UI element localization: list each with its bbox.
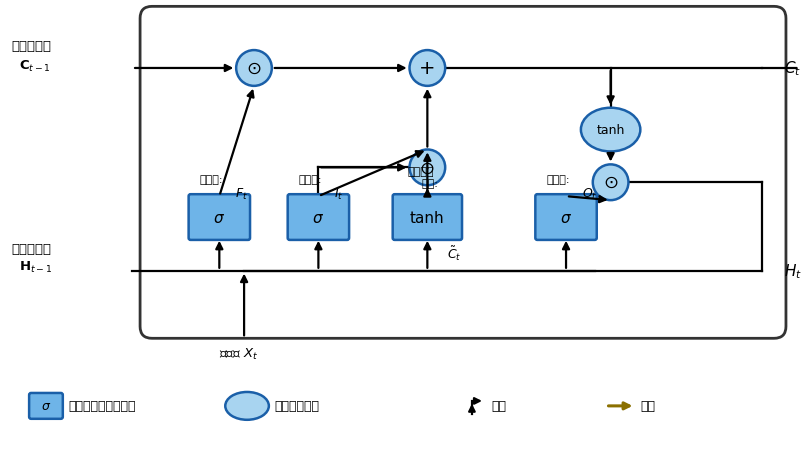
Text: $F_t$: $F_t$ — [235, 186, 248, 201]
Text: $O_t$: $O_t$ — [582, 186, 597, 201]
Text: 连结: 连结 — [640, 400, 655, 413]
Text: $\sigma$: $\sigma$ — [312, 210, 324, 225]
Text: $\tilde{C}_t$: $\tilde{C}_t$ — [447, 244, 462, 262]
FancyBboxPatch shape — [189, 195, 250, 240]
Text: 候选记忆: 候选记忆 — [408, 167, 434, 177]
Text: 复制: 复制 — [491, 400, 507, 413]
FancyBboxPatch shape — [29, 393, 63, 419]
Text: 输出门:: 输出门: — [546, 175, 570, 185]
Text: 全连接层和激活函数: 全连接层和激活函数 — [69, 400, 136, 413]
Text: +: + — [419, 60, 436, 78]
Circle shape — [409, 51, 445, 87]
Circle shape — [409, 150, 445, 186]
Circle shape — [236, 51, 272, 87]
Text: ⊙: ⊙ — [420, 159, 435, 177]
Text: $\mathbf{C}_{t-1}$: $\mathbf{C}_{t-1}$ — [19, 58, 51, 74]
Text: $\mathit{H}_t$: $\mathit{H}_t$ — [784, 262, 802, 281]
Ellipse shape — [581, 109, 640, 152]
Text: tanh: tanh — [410, 210, 445, 225]
Text: 遗忘门:: 遗忘门: — [199, 175, 223, 185]
Text: $\sigma$: $\sigma$ — [41, 400, 51, 413]
Text: 输入： $X_t$: 输入： $X_t$ — [220, 346, 259, 361]
Text: 输入门:: 输入门: — [299, 175, 322, 185]
Text: $I_t$: $I_t$ — [334, 186, 344, 201]
Text: 记忆细胞：: 记忆细胞： — [11, 40, 52, 52]
Ellipse shape — [225, 392, 269, 420]
FancyBboxPatch shape — [393, 195, 462, 240]
Text: ⊙: ⊙ — [603, 174, 618, 192]
FancyBboxPatch shape — [140, 7, 786, 339]
FancyBboxPatch shape — [287, 195, 349, 240]
Text: ⊙: ⊙ — [246, 60, 261, 78]
Text: $\mathit{C}_t$: $\mathit{C}_t$ — [784, 60, 801, 78]
Circle shape — [593, 165, 629, 201]
Text: $\sigma$: $\sigma$ — [213, 210, 225, 225]
Text: 按元素运算符: 按元素运算符 — [275, 400, 320, 413]
Text: $\mathbf{H}_{t-1}$: $\mathbf{H}_{t-1}$ — [19, 260, 52, 275]
Text: 隐蓏状态：: 隐蓏状态： — [11, 243, 52, 256]
Text: 细胞:: 细胞: — [421, 179, 438, 189]
Text: $\sigma$: $\sigma$ — [560, 210, 572, 225]
FancyBboxPatch shape — [535, 195, 596, 240]
Text: tanh: tanh — [596, 124, 625, 137]
